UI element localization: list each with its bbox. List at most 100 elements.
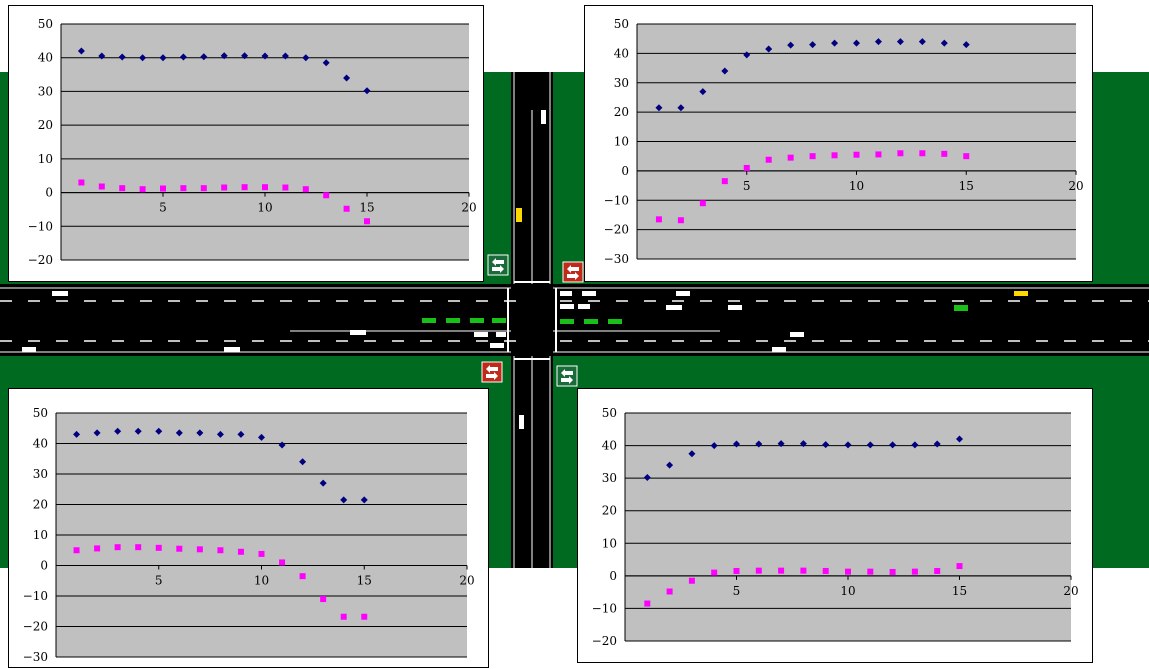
chart-panel-top-right: 50 40 30 20 10 0 −10 −20 −30 5 10 15 20 bbox=[584, 5, 1093, 282]
x-tick-label: 5 bbox=[159, 201, 167, 215]
x-tick-label: 20 bbox=[1068, 179, 1083, 193]
data-point bbox=[711, 569, 718, 576]
x-tick-label: 5 bbox=[155, 574, 163, 588]
data-point bbox=[302, 186, 309, 193]
scatter-chart-bottom-left: 50 40 30 20 10 0 −10 −20 −30 5 10 15 20 bbox=[23, 406, 475, 664]
data-point bbox=[73, 430, 81, 438]
data-point bbox=[343, 74, 351, 82]
y-tick-label: 30 bbox=[38, 84, 53, 98]
data-point bbox=[360, 496, 368, 504]
data-point bbox=[93, 429, 101, 437]
data-point bbox=[918, 38, 926, 46]
data-point bbox=[677, 217, 684, 224]
x-tick-label: 20 bbox=[461, 201, 476, 215]
data-point bbox=[237, 548, 244, 555]
series-0 bbox=[655, 38, 970, 112]
data-point bbox=[363, 87, 371, 95]
data-point bbox=[721, 178, 728, 185]
vehicle bbox=[584, 319, 598, 324]
data-point bbox=[867, 568, 874, 575]
vehicle bbox=[224, 347, 240, 352]
chart-panel-bottom-right: 50 40 30 20 10 0 −10 −20 5 10 15 20 bbox=[577, 388, 1093, 663]
data-point bbox=[666, 588, 673, 595]
data-point bbox=[809, 153, 816, 160]
vehicle bbox=[422, 318, 436, 323]
data-point bbox=[799, 440, 807, 448]
vehicle bbox=[790, 332, 804, 337]
y-tick-label: −10 bbox=[592, 601, 617, 615]
data-point bbox=[866, 441, 874, 449]
data-point bbox=[845, 568, 851, 575]
data-point bbox=[940, 39, 948, 47]
series-1 bbox=[73, 544, 368, 620]
data-point bbox=[98, 183, 105, 190]
data-point bbox=[699, 88, 707, 96]
vehicle bbox=[666, 305, 682, 310]
chart-panel-top-left: 50 40 30 20 10 0 −10 −20 5 10 15 20 bbox=[8, 5, 484, 282]
data-point bbox=[853, 39, 860, 47]
plot-area bbox=[625, 413, 1071, 641]
x-tick-label: 20 bbox=[459, 574, 474, 588]
y-tick-label: 40 bbox=[602, 439, 617, 453]
vehicle bbox=[676, 291, 690, 296]
data-point bbox=[278, 441, 286, 449]
traffic-signal-red-icon bbox=[562, 261, 584, 283]
y-tick-label: 50 bbox=[614, 17, 629, 31]
data-point bbox=[160, 185, 166, 192]
x-tick-label: 15 bbox=[959, 179, 974, 193]
data-point bbox=[831, 39, 839, 47]
data-point bbox=[200, 53, 208, 61]
y-tick-label: 0 bbox=[609, 569, 617, 583]
scatter-chart-top-left: 50 40 30 20 10 0 −10 −20 5 10 15 20 bbox=[28, 17, 477, 267]
y-tick-label: 30 bbox=[33, 467, 48, 481]
data-point bbox=[361, 613, 368, 620]
scatter-chart-bottom-right: 50 40 30 20 10 0 −10 −20 5 10 15 20 bbox=[592, 406, 1079, 648]
data-point bbox=[831, 152, 838, 159]
vehicle bbox=[582, 291, 596, 296]
data-point bbox=[844, 441, 852, 449]
data-point bbox=[323, 192, 330, 199]
data-point bbox=[765, 45, 773, 53]
y-tick-label: 40 bbox=[614, 46, 629, 60]
data-point bbox=[963, 153, 970, 160]
y-tick-label: 50 bbox=[33, 406, 48, 420]
y-tick-label: −20 bbox=[604, 223, 629, 237]
data-point bbox=[159, 54, 167, 62]
data-point bbox=[956, 435, 963, 443]
data-point bbox=[755, 440, 763, 448]
data-point bbox=[699, 200, 706, 207]
data-point bbox=[343, 205, 350, 212]
data-point bbox=[822, 567, 829, 574]
y-tick-label: 20 bbox=[602, 504, 617, 518]
data-point bbox=[139, 186, 146, 193]
data-point bbox=[919, 150, 926, 157]
y-tick-label: 20 bbox=[614, 105, 629, 119]
y-tick-label: −30 bbox=[604, 252, 629, 266]
data-point bbox=[302, 54, 310, 62]
vertical-road-top-flare bbox=[511, 72, 553, 110]
data-point bbox=[941, 150, 948, 157]
vehicle bbox=[954, 305, 968, 311]
data-point bbox=[320, 596, 327, 603]
data-point bbox=[114, 427, 122, 435]
y-tick-label: 10 bbox=[33, 528, 48, 542]
data-point bbox=[956, 563, 963, 570]
data-point bbox=[319, 479, 327, 487]
data-point bbox=[743, 164, 750, 171]
data-point bbox=[237, 430, 245, 438]
vehicle bbox=[560, 291, 572, 296]
data-point bbox=[258, 433, 265, 441]
data-point bbox=[962, 41, 970, 49]
y-tick-label: 50 bbox=[602, 406, 617, 420]
series-1 bbox=[78, 179, 370, 225]
data-point bbox=[934, 567, 941, 574]
data-point bbox=[220, 52, 228, 60]
data-point bbox=[241, 184, 248, 191]
plot-area bbox=[61, 24, 469, 260]
y-tick-label: 20 bbox=[33, 498, 48, 512]
y-tick-label: 30 bbox=[602, 471, 617, 485]
data-point bbox=[221, 184, 228, 191]
data-point bbox=[282, 184, 289, 191]
data-point bbox=[897, 150, 904, 157]
data-point bbox=[118, 53, 126, 61]
